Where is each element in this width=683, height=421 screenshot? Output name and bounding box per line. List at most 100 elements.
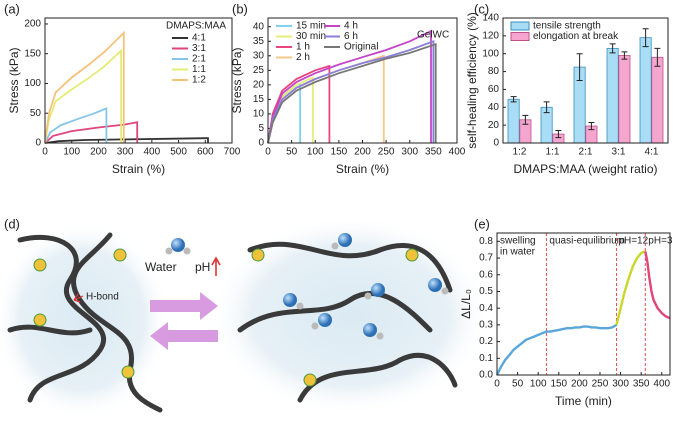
y-tick-label: 60 [488,84,500,95]
ph-label: pH [195,260,210,274]
molecules [33,233,449,387]
hbond-label: H-bond [86,292,119,303]
x-tick-label: 300 [612,379,629,390]
x-tick-label: 350 [633,379,650,390]
legend-label: 30 min [296,31,326,42]
series-line [267,42,437,144]
y-tick-label: 140 [482,13,499,24]
y-tick-label: 100 [24,78,41,89]
bar [651,56,664,144]
panel-label: (e) [474,216,490,231]
y-tick-label: 150 [24,48,41,59]
panel-label: (a) [4,1,20,16]
y-tick-label: 0.5 [479,286,493,297]
x-tick-label: 350 [425,147,442,158]
glow [0,220,170,420]
x-axis-label: Strain (%) [112,162,165,176]
y-tick-label: 50 [30,108,42,119]
arrow-back [150,322,218,350]
legend-label: 15 min [296,21,326,32]
y-tick-label: 25 [253,65,265,76]
panel-label: (b) [232,1,248,16]
x-axis-label: Strain (%) [336,162,389,176]
arrow-forward [150,292,218,320]
x-tick-label: 250 [378,147,395,158]
x-tick-label: 100 [530,379,547,390]
y-tick-label: 120 [482,30,499,41]
series-line [615,250,646,326]
bar [606,47,619,144]
bar [639,37,652,144]
series-line [44,30,125,144]
x-tick-label: 600 [197,147,214,158]
x-axis-label: DMAPS:MAA (weight ratio) [513,162,657,176]
error-bar [510,96,517,103]
y-tick-label: 0.1 [479,353,493,364]
x-tick-label: 4:1 [645,147,659,158]
legend-swatch [510,21,530,31]
bar [507,98,520,144]
x-tick-label: 400 [449,147,466,158]
region-label: swelling [500,236,536,247]
error-bar [588,121,595,131]
error-bar [621,51,628,60]
y-tick-label: 0 [35,138,41,149]
y-axis-label: Stress (kPa) [7,47,21,113]
plot-frame [44,17,233,144]
x-tick-label: 0 [42,147,48,158]
y-tick-label: 80 [488,66,500,77]
y-tick-label: 0.6 [479,269,493,280]
series-line [267,29,432,144]
error-bar [555,130,562,139]
y-axis-label: Stress (kPa) [230,47,244,113]
glow [210,215,490,415]
legend-label: 3:1 [192,43,206,54]
y-tick-label: 200 [24,19,41,30]
x-tick-label: 0 [265,147,271,158]
x-tick-label: 300 [117,147,134,158]
y-tick-label: 40 [253,21,265,32]
ph-up-arrow [211,256,221,276]
panel-label: (d) [4,216,20,231]
y-tick-label: 40 [488,102,500,113]
legend-title: DMAPS:MAA [166,21,226,32]
panel-label: (c) [474,1,489,16]
y-tick-label: 0 [493,138,499,149]
y-tick-label: 0.0 [479,370,493,381]
y-tick-label: 15 [253,94,265,105]
diagram: (d) Water pH H-bond [0,215,490,420]
x-tick-label: 1:2 [513,147,527,158]
x-tick-label: 500 [170,147,187,158]
series-line [267,40,435,144]
x-tick-label: 100 [307,147,324,158]
plot-frame [496,232,671,376]
y-tick-label: 0 [258,138,264,149]
x-tick-label: 400 [144,147,161,158]
y-tick-label: 0.3 [479,320,493,331]
y-tick-label: 0.8 [479,236,493,247]
x-axis-label: Time (min) [555,394,612,408]
y-tick-label: 0.2 [479,336,493,347]
error-bar [609,43,616,54]
x-tick-label: 400 [653,379,670,390]
polymer-chains [7,232,458,413]
hbond-arrow [73,293,84,303]
legend-label: Original [344,42,378,53]
x-tick-label: 150 [331,147,348,158]
error-bar [522,114,529,125]
y-tick-label: 20 [488,120,500,131]
x-tick-label: 200 [571,379,588,390]
error-bar [543,101,550,114]
legend-label: 4 h [344,21,358,32]
region-label: pH=12 [618,236,648,247]
x-tick-label: 200 [354,147,371,158]
y-axis-label: ΔL/L₀ [459,289,473,319]
series-line [267,64,331,144]
x-tick-label: 300 [401,147,418,158]
x-tick-label: 50 [512,379,524,390]
plot-frame [267,17,458,144]
y-tick-label: 100 [482,48,499,59]
x-tick-label: 3:1 [612,147,626,158]
x-tick-label: 150 [550,379,567,390]
